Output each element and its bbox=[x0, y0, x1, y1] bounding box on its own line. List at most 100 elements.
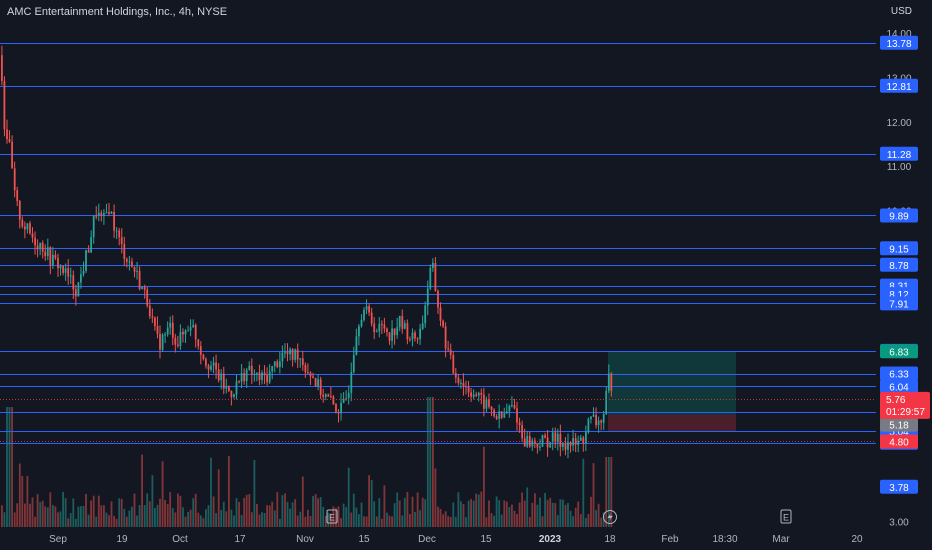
candle-body bbox=[3, 80, 6, 130]
candle-body bbox=[266, 375, 268, 383]
candle-body bbox=[337, 411, 340, 414]
volume-bar bbox=[500, 514, 503, 527]
volume-bar bbox=[296, 515, 299, 527]
candle-body bbox=[587, 419, 590, 433]
volume-bar bbox=[52, 505, 54, 527]
candle-body bbox=[345, 398, 348, 400]
candle-body bbox=[82, 270, 85, 275]
candle-body bbox=[483, 394, 485, 409]
candle-body bbox=[569, 442, 572, 446]
candle-body bbox=[419, 328, 421, 339]
earnings-e-icon-letter: E bbox=[329, 513, 335, 523]
earnings-e-icon[interactable] bbox=[326, 509, 338, 524]
candle-body bbox=[432, 263, 434, 268]
candle-body bbox=[544, 435, 546, 438]
volume-bar bbox=[184, 516, 187, 527]
level-price-label-box bbox=[880, 241, 918, 256]
volume-bar bbox=[54, 506, 57, 527]
candle-body bbox=[388, 332, 391, 341]
candle-body bbox=[582, 437, 585, 444]
volume-bar bbox=[432, 397, 434, 527]
volume-bar bbox=[340, 518, 342, 527]
candle-body bbox=[556, 433, 559, 443]
volume-bar bbox=[18, 463, 21, 527]
volume-bar bbox=[92, 495, 95, 527]
volume-bar bbox=[228, 455, 230, 527]
candle-body bbox=[307, 372, 309, 374]
volume-bar bbox=[240, 515, 243, 527]
candle-body bbox=[273, 361, 276, 367]
volume-bar bbox=[238, 501, 240, 527]
volume-bar bbox=[569, 510, 572, 527]
volume-bar bbox=[36, 494, 39, 527]
lightning-icon[interactable] bbox=[603, 510, 617, 524]
volume-bar bbox=[250, 512, 253, 527]
candle-body bbox=[610, 373, 613, 391]
volume-bar bbox=[62, 491, 64, 527]
candle-body bbox=[355, 336, 358, 355]
candle-body bbox=[276, 361, 279, 368]
volume-bar bbox=[414, 512, 416, 527]
candle-body bbox=[429, 268, 432, 289]
candle-body bbox=[426, 288, 429, 306]
candle-body bbox=[18, 201, 21, 220]
candle-body bbox=[291, 349, 294, 360]
candle-body bbox=[13, 168, 16, 191]
candle-body bbox=[314, 378, 317, 387]
y-tick-label: 12.00 bbox=[886, 118, 911, 129]
volume-bar bbox=[403, 497, 406, 527]
volume-bar bbox=[490, 513, 493, 527]
candle-body bbox=[437, 290, 439, 308]
volume-bar bbox=[143, 505, 146, 527]
volume-bar bbox=[358, 514, 360, 527]
volume-bar bbox=[419, 510, 421, 527]
candle-body bbox=[358, 326, 360, 337]
candle-body bbox=[562, 443, 564, 447]
volume-bar bbox=[572, 516, 574, 527]
candle-body bbox=[207, 365, 210, 370]
volume-bar bbox=[253, 459, 256, 527]
volume-bar bbox=[317, 498, 319, 527]
candle-body bbox=[26, 223, 29, 230]
y-tick-label: 11.00 bbox=[887, 162, 912, 173]
volume-bar bbox=[352, 493, 355, 527]
volume-bar bbox=[426, 397, 429, 527]
volume-bar bbox=[503, 500, 506, 527]
earnings-e-icon[interactable] bbox=[780, 509, 792, 524]
candle-body bbox=[151, 316, 154, 318]
x-tick-label: Mar bbox=[772, 534, 790, 545]
candle-body bbox=[64, 268, 67, 273]
candle-body bbox=[485, 399, 488, 409]
candle-body bbox=[574, 438, 577, 445]
candle-body bbox=[577, 440, 580, 445]
candle-body bbox=[350, 371, 353, 393]
candle-body bbox=[90, 237, 92, 253]
volume-bar bbox=[388, 515, 391, 527]
candle-body bbox=[324, 394, 327, 397]
candle-body bbox=[592, 414, 595, 417]
candle-body bbox=[470, 392, 472, 397]
volume-bar bbox=[271, 501, 274, 527]
volume-bar bbox=[383, 485, 386, 527]
volume-bar bbox=[44, 506, 47, 527]
candle-body bbox=[312, 376, 314, 379]
volume-bar bbox=[309, 516, 312, 527]
volume-bar bbox=[136, 515, 138, 527]
volume-bar bbox=[64, 498, 67, 527]
volume-bar bbox=[41, 500, 44, 527]
volume-bar bbox=[31, 497, 34, 527]
candle-body bbox=[21, 219, 24, 227]
volume-bar bbox=[192, 498, 195, 527]
candle-body bbox=[396, 327, 399, 336]
volume-bar bbox=[585, 518, 587, 527]
candle-body bbox=[539, 446, 541, 448]
volume-bar bbox=[365, 516, 368, 527]
volume-bar bbox=[460, 501, 462, 527]
candle-body bbox=[585, 432, 587, 444]
candle-body bbox=[113, 212, 115, 231]
volume-bar bbox=[363, 516, 365, 527]
level-price-label-box bbox=[880, 257, 918, 272]
volume-bar bbox=[539, 497, 541, 527]
